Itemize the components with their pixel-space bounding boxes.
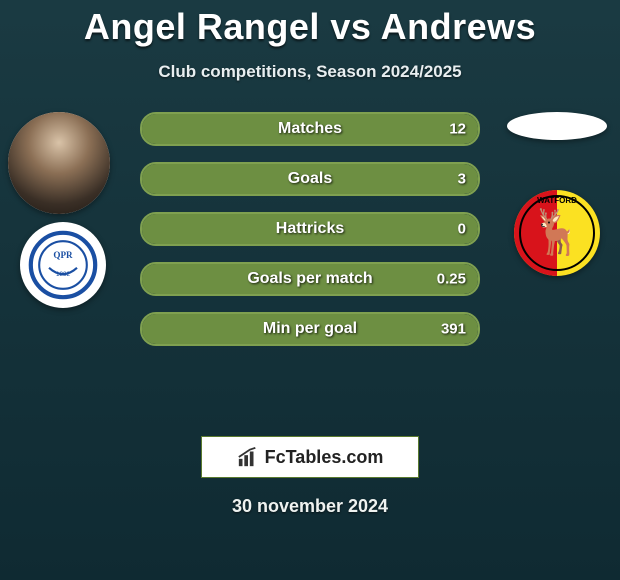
player-photo-placeholder [8,112,110,214]
stat-row: Goals 3 [140,162,480,196]
stat-label: Goals per match [247,270,372,288]
stat-label: Hattricks [276,220,344,238]
stat-value-right: 3 [458,171,466,188]
left-player-column: QPR 1882 [8,112,118,308]
stat-label: Goals [288,170,332,188]
page-subtitle: Club competitions, Season 2024/2025 [0,62,620,82]
stat-row: Matches 12 [140,112,480,146]
watford-label: WATFORD [514,196,600,205]
chart-icon [237,446,259,468]
comparison-card: Angel Rangel vs Andrews Club competition… [0,6,620,580]
brand-box[interactable]: FcTables.com [201,436,419,478]
svg-text:QPR: QPR [53,250,73,260]
svg-text:1882: 1882 [56,271,71,278]
left-player-photo [8,112,110,214]
right-player-column: WATFORD 🦌 [502,112,612,276]
brand-text: FcTables.com [265,447,384,468]
right-player-photo [507,112,607,140]
date-label: 30 november 2024 [0,496,620,517]
stat-value-right: 391 [441,321,466,338]
stats-list: Matches 12 Goals 3 Hattricks 0 Goals per match… [140,112,480,362]
qpr-crest-icon: QPR 1882 [28,230,98,300]
stat-value-right: 0 [458,221,466,238]
stat-row: Goals per match 0.25 [140,262,480,296]
right-club-crest: WATFORD 🦌 [514,190,600,276]
stat-row: Hattricks 0 [140,212,480,246]
content-area: QPR 1882 WATFORD 🦌 Matches 12 Goals 3 Hattri… [0,112,620,432]
left-club-crest: QPR 1882 [20,222,106,308]
page-title: Angel Rangel vs Andrews [0,6,620,48]
stat-label: Min per goal [263,320,357,338]
moose-icon: 🦌 [530,211,585,255]
stat-label: Matches [278,120,342,138]
stat-row: Min per goal 391 [140,312,480,346]
stat-value-right: 0.25 [437,271,466,288]
stat-value-right: 12 [449,121,466,138]
